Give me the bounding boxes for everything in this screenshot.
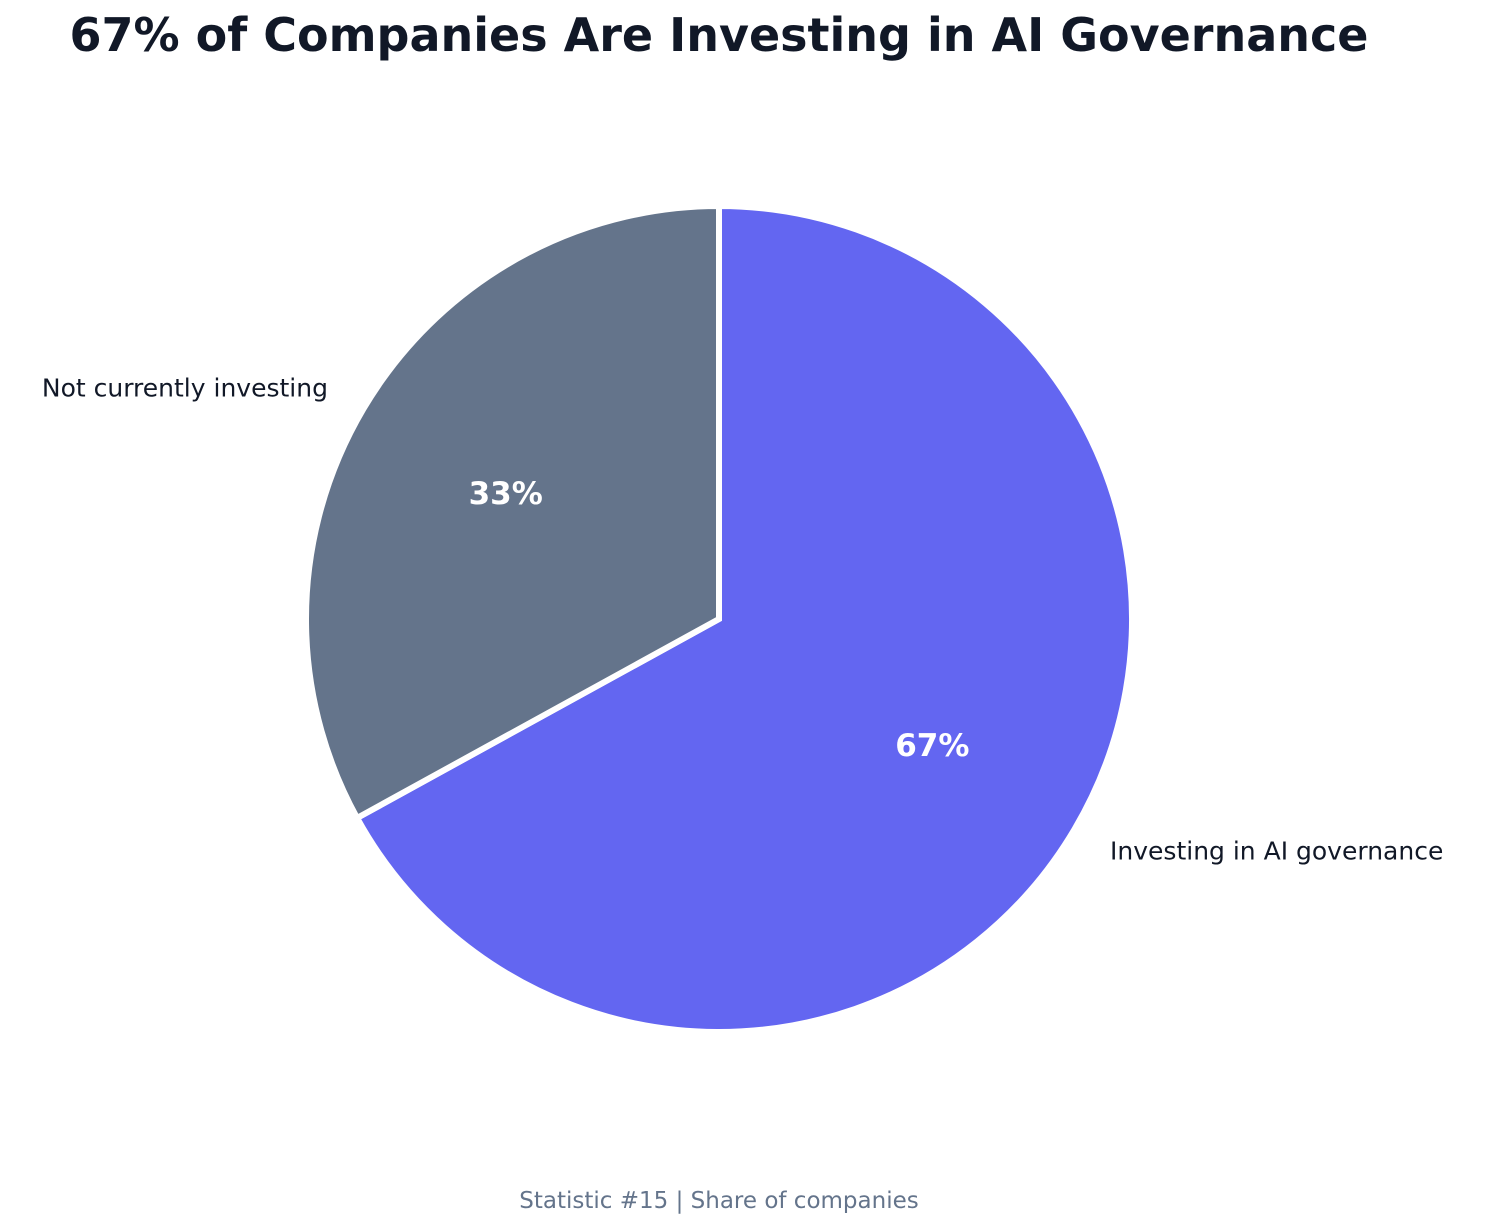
pie-slice-pct-label: 67% [895, 728, 969, 764]
pie-slice-category-label: Not currently investing [42, 374, 328, 403]
pie-slice-1 [353, 202, 1135, 1035]
pie-slice-category-label: Investing in AI governance [1110, 836, 1443, 865]
pie-slice-2 [303, 202, 722, 823]
pie-slice-pct-label: 33% [469, 476, 543, 512]
pie-labels: 67% Investing in AI governance 33% Not curr… [42, 374, 1443, 866]
chart-title: 67% of Companies Are Investing in AI Gov… [70, 8, 1369, 62]
pie-slices [303, 202, 1135, 1035]
chart-footer: Statistic #15 | Share of companies [519, 1188, 918, 1214]
